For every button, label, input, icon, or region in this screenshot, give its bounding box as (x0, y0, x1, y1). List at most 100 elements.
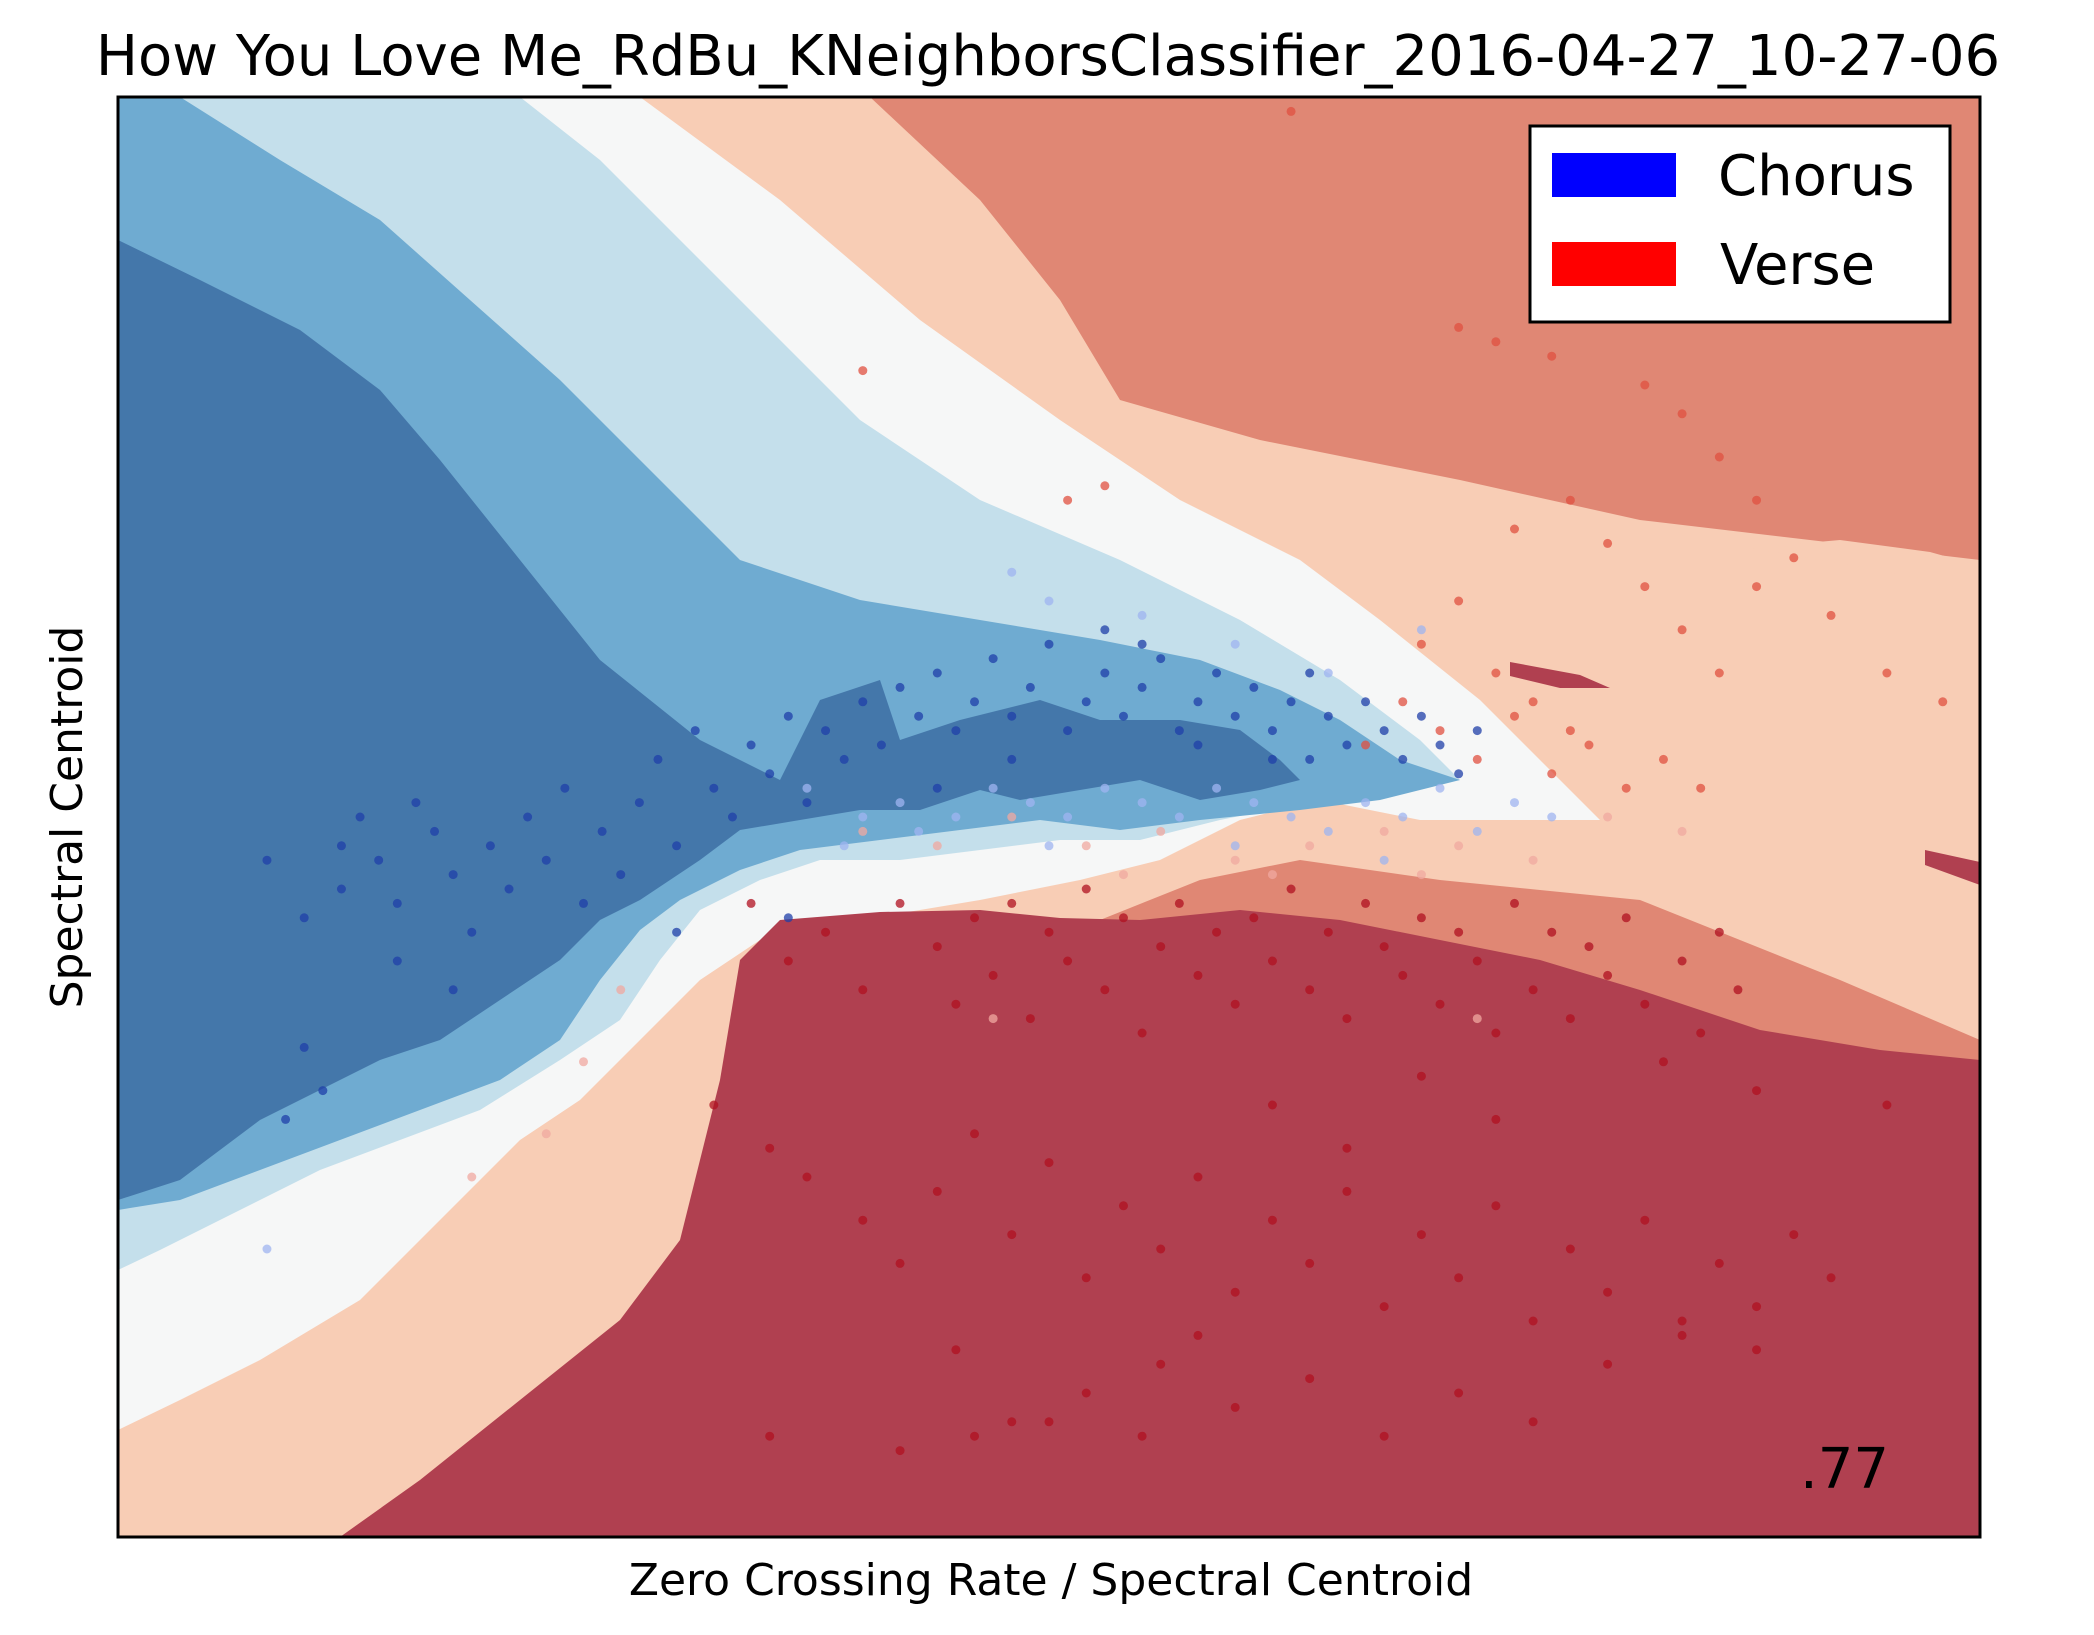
point-chorus-50 (1212, 668, 1222, 678)
point-verse-upper-6 (1677, 409, 1687, 419)
decision-surface (118, 97, 1980, 1537)
point-verse-upper-28 (1472, 754, 1482, 764)
point-chorus-light-26 (1044, 596, 1054, 606)
point-verse-12 (1063, 956, 1073, 966)
point-verse-99 (1267, 1100, 1277, 1110)
point-verse-31 (1416, 913, 1426, 923)
point-chorus-26 (765, 769, 775, 779)
point-chorus-53 (1267, 726, 1277, 736)
point-verse-0 (746, 898, 756, 908)
point-chorus-light-16 (1435, 783, 1445, 793)
point-verse-70 (1491, 1201, 1501, 1211)
legend-swatch-verse (1552, 242, 1676, 286)
point-chorus-17 (597, 826, 607, 836)
point-verse-light-11 (1677, 826, 1687, 836)
point-verse-17 (1156, 942, 1166, 952)
point-chorus-6 (392, 898, 402, 908)
point-verse-27 (1342, 1014, 1352, 1024)
point-chorus-8 (430, 826, 440, 836)
point-verse-88 (1603, 1359, 1613, 1369)
point-chorus-36 (951, 726, 961, 736)
point-chorus-59 (1379, 726, 1389, 736)
point-verse-91 (1826, 1273, 1836, 1283)
point-verse-102 (1491, 1114, 1501, 1124)
point-verse-43 (1640, 999, 1650, 1009)
point-verse-5 (932, 942, 942, 952)
point-chorus-61 (1416, 711, 1426, 721)
point-chorus-31 (858, 697, 868, 707)
point-chorus-light-12 (1286, 812, 1296, 822)
point-verse-14 (1100, 985, 1110, 995)
point-chorus-light-21 (914, 826, 924, 836)
legend-swatch-chorus (1552, 153, 1676, 197)
point-verse-9 (1007, 898, 1017, 908)
point-chorus-44 (1100, 668, 1110, 678)
point-chorus-67 (318, 1086, 328, 1096)
point-verse-61 (1156, 1244, 1166, 1254)
point-verse-upper-23 (1528, 697, 1538, 707)
point-verse-upper-7 (1714, 452, 1724, 462)
point-chorus-38 (988, 654, 998, 664)
point-verse-upper-10 (1826, 610, 1836, 620)
point-verse-28 (1361, 898, 1371, 908)
point-verse-upper-2 (1491, 337, 1501, 347)
point-verse-1 (783, 956, 793, 966)
point-chorus-41 (1044, 639, 1054, 649)
point-verse-53 (858, 1215, 868, 1225)
point-chorus-10 (467, 927, 477, 937)
point-verse-3 (858, 985, 868, 995)
point-verse-upper-36 (1063, 495, 1073, 505)
point-chorus-27 (783, 711, 793, 721)
point-chorus-light-13 (1323, 826, 1333, 836)
point-chorus-light-11 (1249, 798, 1259, 808)
point-chorus-73 (1007, 754, 1017, 764)
point-chorus-light-27 (1137, 610, 1147, 620)
point-verse-29 (1379, 942, 1389, 952)
point-verse-upper-14 (1565, 495, 1575, 505)
point-chorus-1 (299, 913, 309, 923)
point-verse-light-8 (1454, 841, 1464, 851)
point-verse-upper-27 (1435, 726, 1445, 736)
point-verse-98 (1193, 1330, 1203, 1340)
point-chorus-light-22 (1044, 841, 1054, 851)
point-verse-79 (951, 1345, 961, 1355)
point-verse-upper-3 (1547, 351, 1557, 361)
point-verse-35 (1491, 1028, 1501, 1038)
point-chorus-71 (783, 913, 793, 923)
point-chorus-light-2 (895, 798, 905, 808)
point-chorus-light-10 (1212, 783, 1222, 793)
point-verse-25 (1305, 985, 1315, 995)
point-chorus-51 (1230, 711, 1240, 721)
point-chorus-3 (336, 884, 346, 894)
point-verse-20 (1212, 927, 1222, 937)
point-verse-64 (1267, 1215, 1277, 1225)
point-verse-light-16 (579, 1057, 588, 1067)
point-chorus-78 (1305, 754, 1315, 764)
point-verse-34 (1472, 956, 1482, 966)
point-verse-light-17 (467, 1172, 477, 1182)
point-chorus-14 (541, 855, 551, 865)
point-chorus-55 (1305, 668, 1315, 678)
point-verse-upper-18 (1714, 668, 1724, 678)
point-verse-upper-13 (1510, 524, 1519, 534)
point-verse-55 (932, 1186, 942, 1196)
point-chorus-23 (709, 783, 719, 793)
point-chorus-light-30 (1416, 625, 1426, 635)
point-verse-63 (1230, 1287, 1240, 1297)
point-verse-upper-12 (1938, 697, 1948, 707)
point-verse-light-1 (932, 841, 942, 851)
point-chorus-54 (1286, 697, 1296, 707)
point-verse-47 (1714, 927, 1724, 937)
point-verse-upper-25 (1361, 740, 1371, 750)
point-chorus-light-7 (1100, 783, 1110, 793)
point-chorus-5 (374, 855, 384, 865)
point-verse-37 (1528, 985, 1538, 995)
point-verse-13 (1081, 884, 1091, 894)
point-verse-light-0 (858, 826, 868, 836)
y-axis-label: Spectral Centroid (42, 626, 93, 1009)
point-verse-42 (1621, 913, 1631, 923)
point-chorus-11 (485, 841, 495, 851)
point-verse-101 (1416, 1071, 1426, 1081)
point-verse-48 (1733, 985, 1743, 995)
point-chorus-20 (653, 754, 663, 764)
